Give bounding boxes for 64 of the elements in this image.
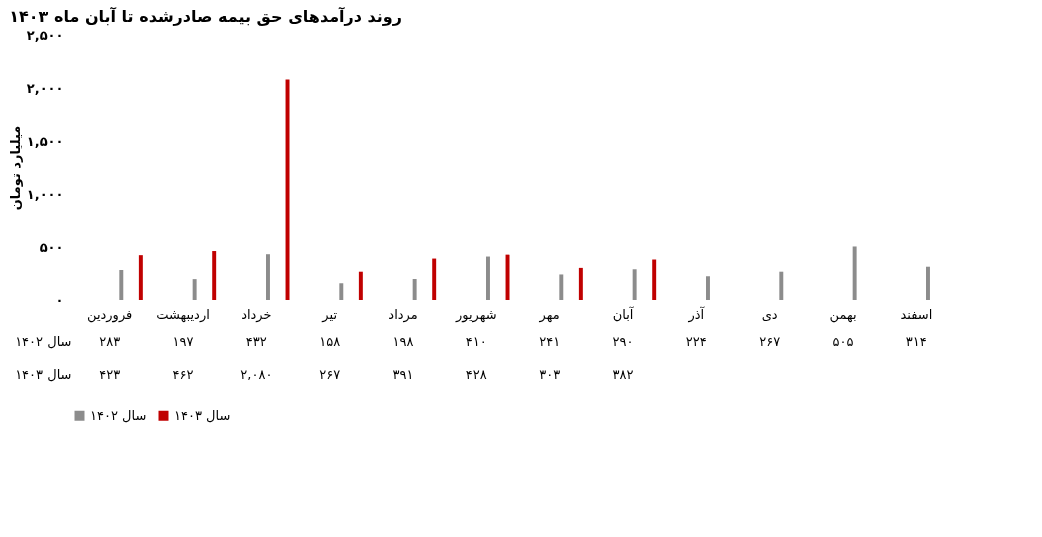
bar	[578, 267, 583, 300]
bar	[485, 256, 490, 300]
data-label: ۱۵۸	[319, 333, 341, 349]
data-label: ۳۹۱	[392, 366, 414, 382]
x-tick-label: تیر	[321, 306, 338, 323]
y-tick-label: ۱,۵۰۰	[26, 133, 64, 149]
data-label: ۲۶۷	[319, 366, 341, 382]
x-tick-label: بهمن	[829, 306, 857, 323]
data-label: ۴۲۳	[99, 366, 121, 382]
y-tick-label: ۰	[55, 292, 64, 308]
data-label: ۵۰۵	[832, 333, 854, 349]
bar	[705, 276, 710, 300]
data-label: ۳۱۴	[905, 333, 927, 349]
bar	[505, 254, 510, 300]
x-tick-label: فروردین	[87, 306, 133, 323]
data-label: ۲,۰۸۰	[240, 366, 273, 382]
x-tick-label: مرداد	[388, 306, 418, 323]
bar	[559, 274, 564, 300]
bar	[339, 283, 344, 300]
data-label: ۳۰۳	[539, 366, 561, 382]
bar	[265, 254, 270, 300]
x-tick-label: آذر	[687, 305, 706, 323]
x-tick-label: اردیبهشت	[156, 306, 210, 323]
x-tick-label: خرداد	[241, 306, 272, 323]
data-label: ۱۹۸	[392, 333, 414, 349]
bar	[632, 269, 637, 300]
bar	[358, 271, 363, 300]
y-tick-label: ۲,۰۰۰	[26, 80, 64, 96]
data-label: ۲۹۰	[612, 333, 634, 349]
data-label: ۱۹۷	[172, 333, 194, 349]
x-tick-label: دی	[761, 306, 778, 322]
text: سال ۱۴۰۲	[15, 334, 72, 349]
legend-label: سال ۱۴۰۲	[90, 407, 147, 423]
bar	[119, 270, 124, 300]
data-label: ۴۲۸	[465, 366, 487, 382]
bar	[192, 279, 197, 300]
chart-title: روند درآمدهای حق بیمه صادرشده تا آبان ماه ۱۴۰۳	[9, 6, 402, 26]
bar	[652, 259, 657, 300]
data-label: ۴۱۰	[465, 333, 487, 349]
x-tick-label: شهریور	[455, 306, 497, 323]
x-tick-label: مهر	[538, 306, 560, 323]
bar	[212, 251, 217, 300]
data-label: ۴۳۲	[245, 333, 267, 349]
data-label: ۲۸۳	[99, 333, 121, 349]
text: سال ۱۴۰۳	[15, 367, 72, 382]
data-label: ۴۶۲	[172, 366, 194, 382]
x-tick-label: اسفند	[900, 306, 933, 322]
bar	[138, 255, 143, 300]
bar	[432, 258, 437, 300]
data-label: ۳۸۲	[612, 366, 634, 382]
bar	[852, 246, 857, 300]
bar	[285, 79, 290, 300]
x-tick-label: آبان	[612, 305, 635, 322]
bar	[412, 279, 417, 300]
data-label: ۲۶۷	[759, 333, 781, 349]
y-tick-label: ۵۰۰	[39, 239, 64, 255]
bar	[925, 266, 930, 300]
y-tick-label: ۲,۵۰۰	[26, 27, 64, 43]
y-tick-label: ۱,۰۰۰	[26, 186, 64, 202]
bar	[779, 271, 784, 300]
data-label: ۲۲۴	[685, 333, 707, 349]
y-axis-title: میلیارد تومان	[7, 125, 23, 211]
data-label: ۲۴۱	[539, 333, 561, 349]
legend-label: سال ۱۴۰۳	[174, 407, 231, 423]
